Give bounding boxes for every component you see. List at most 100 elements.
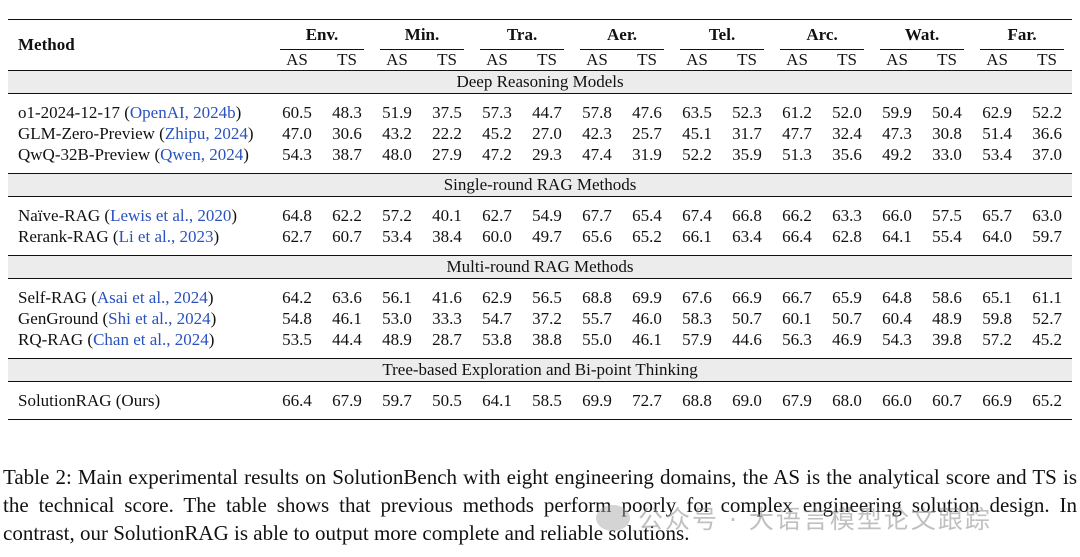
domain-header-label: Min. (404, 25, 440, 44)
score-cell: 44.4 (332, 329, 362, 349)
score-cell: 53.4 (382, 226, 412, 246)
score-cell: 36.6 (1032, 123, 1062, 143)
score-cell: 27.9 (432, 144, 462, 164)
score-cell: 39.8 (932, 329, 962, 349)
score-subheader: AS (572, 50, 623, 71)
domain-header: Wat. (872, 20, 972, 50)
score-cell: 54.9 (532, 205, 562, 225)
score-cell: 53.5 (282, 329, 312, 349)
table-row: Rerank-RAG (Li et al., 2023) 62.7 60.7 53.4… (8, 226, 1072, 247)
score-cell: 64.1 (882, 226, 912, 246)
table-row: Self-RAG (Asai et al., 2024) 64.2 63.6 56.1… (8, 287, 1072, 308)
score-cell: 48.9 (382, 329, 412, 349)
score-cell: 64.0 (982, 226, 1012, 246)
score-cell: 57.5 (932, 205, 962, 225)
score-cell: 68.8 (682, 390, 712, 410)
score-cell: 66.1 (682, 226, 712, 246)
score-cell: 33.0 (932, 144, 962, 164)
score-subheader: AS (372, 50, 423, 71)
score-cell: 46.1 (332, 308, 362, 328)
score-subheader: TS (1022, 50, 1073, 71)
score-cell: 60.7 (932, 390, 962, 410)
score-cell: 59.8 (982, 308, 1012, 328)
score-cell: 32.4 (832, 123, 862, 143)
score-cell: 22.2 (432, 123, 462, 143)
score-cell: 66.7 (782, 287, 812, 307)
score-cell: 60.0 (482, 226, 512, 246)
method-name: Rerank-RAG (Li et al., 2023) (8, 226, 272, 247)
score-cell: 63.6 (332, 287, 362, 307)
score-cell: 41.6 (432, 287, 462, 307)
score-cell: 48.0 (382, 144, 412, 164)
score-cell: 56.3 (782, 329, 812, 349)
score-cell: 62.7 (282, 226, 312, 246)
citation-link[interactable]: Shi et al., 2024 (108, 308, 211, 328)
method-name: GLM-Zero-Preview (Zhipu, 2024) (8, 123, 272, 144)
citation-link[interactable]: Chan et al., 2024 (93, 329, 209, 349)
score-cell: 59.7 (382, 390, 412, 410)
method-label: SolutionRAG (Ours) (18, 390, 161, 410)
score-cell: 66.2 (782, 205, 812, 225)
score-cell: 54.7 (482, 308, 512, 328)
score-cell: 61.1 (1032, 287, 1062, 307)
score-cell: 67.9 (332, 390, 362, 410)
citation-link[interactable]: OpenAI, 2024b (129, 102, 236, 122)
domain-header: Tra. (472, 20, 572, 50)
score-cell: 47.3 (882, 123, 912, 143)
citation-link[interactable]: Zhipu, 2024 (164, 123, 248, 143)
score-cell: 49.2 (882, 144, 912, 164)
score-cell: 27.0 (532, 123, 562, 143)
domain-header-label: Far. (1007, 25, 1037, 44)
citation-link[interactable]: Asai et al., 2024 (96, 287, 208, 307)
citation-link[interactable]: Qwen, 2024 (160, 144, 244, 164)
score-subheader: AS (972, 50, 1023, 71)
method-suffix: ) (210, 308, 217, 328)
score-cell: 51.9 (382, 102, 412, 122)
score-cell: 65.2 (1032, 390, 1062, 410)
score-cell: 65.6 (582, 226, 612, 246)
score-cell: 46.0 (632, 308, 662, 328)
score-cell: 55.4 (932, 226, 962, 246)
section-title: Single-round RAG Methods (8, 173, 1073, 197)
citation-link[interactable]: Li et al., 2023 (118, 226, 214, 246)
watermark: 公众号 · 大语言模型论文跟踪 (596, 500, 992, 536)
score-cell: 58.3 (682, 308, 712, 328)
method-header: Method (18, 35, 75, 54)
score-cell: 63.3 (832, 205, 862, 225)
domain-header: Tel. (672, 20, 772, 50)
domain-header-label: Tel. (708, 25, 736, 44)
score-cell: 53.4 (982, 144, 1012, 164)
score-cell: 69.9 (582, 390, 612, 410)
score-cell: 64.1 (482, 390, 512, 410)
score-cell: 45.2 (482, 123, 512, 143)
score-cell: 65.1 (982, 287, 1012, 307)
domain-header: Min. (372, 20, 472, 50)
table-row: QwQ-32B-Preview (Qwen, 2024) 54.3 38.7 48.0… (8, 144, 1072, 165)
score-cell: 48.9 (932, 308, 962, 328)
score-cell: 38.4 (432, 226, 462, 246)
score-cell: 42.3 (582, 123, 612, 143)
score-cell: 51.4 (982, 123, 1012, 143)
score-cell: 48.3 (332, 102, 362, 122)
score-cell: 67.7 (582, 205, 612, 225)
score-cell: 47.0 (282, 123, 312, 143)
score-cell: 29.3 (532, 144, 562, 164)
score-cell: 54.3 (282, 144, 312, 164)
score-subheader: AS (872, 50, 923, 71)
score-cell: 64.2 (282, 287, 312, 307)
score-cell: 61.2 (782, 102, 812, 122)
score-cell: 65.7 (982, 205, 1012, 225)
score-cell: 60.7 (332, 226, 362, 246)
method-label: GenGround ( (18, 308, 109, 328)
score-cell: 59.9 (882, 102, 912, 122)
score-cell: 63.0 (1032, 205, 1062, 225)
score-cell: 30.6 (332, 123, 362, 143)
section-title: Deep Reasoning Models (8, 70, 1073, 94)
score-cell: 50.5 (432, 390, 462, 410)
score-subheader: TS (422, 50, 473, 71)
citation-link[interactable]: Lewis et al., 2020 (110, 205, 232, 225)
score-subheader: TS (922, 50, 973, 71)
method-label: Naïve-RAG ( (18, 205, 111, 225)
score-cell: 44.6 (732, 329, 762, 349)
domain-header-label: Tra. (506, 25, 538, 44)
